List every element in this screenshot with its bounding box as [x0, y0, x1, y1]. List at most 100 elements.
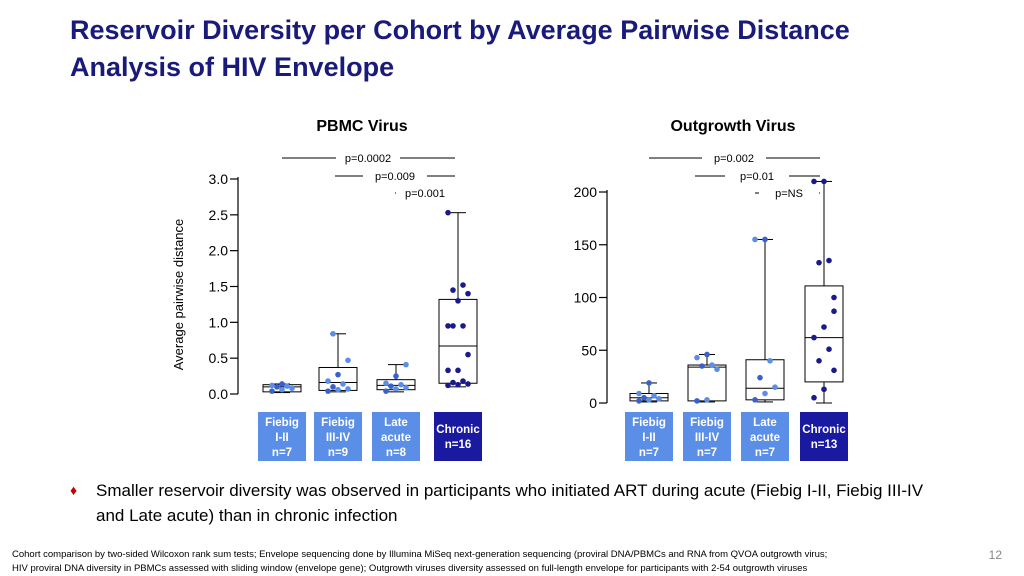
box-group: Fiebig I-II n=7 [625, 380, 673, 461]
pbmc-chart-title: PBMC Virus [316, 118, 408, 135]
data-point [811, 334, 817, 341]
outgrowth-chart-title: Outgrowth Virus [670, 118, 796, 135]
data-point [450, 323, 456, 329]
slide-title: Reservoir Diversity per Cohort by Averag… [70, 12, 970, 86]
chart-0: 0.0 0.5 1.0 1.5 2.0 2.5 3.0 Average pairwise di… [171, 153, 482, 461]
data-point [388, 383, 394, 389]
data-point [284, 383, 290, 389]
data-point [831, 367, 837, 374]
data-point [460, 282, 466, 288]
data-point [694, 398, 700, 404]
data-point [393, 373, 399, 379]
data-point [811, 394, 817, 401]
footnote-line-1: Cohort comparison by two-sided Wilcoxon … [12, 549, 828, 560]
chart-1: 0 50 100 150 200 Fiebig I-II n=7 Fiebig III-IV n=7… [574, 153, 848, 461]
data-point [714, 366, 720, 373]
data-point [762, 390, 768, 397]
data-point [826, 346, 832, 352]
p-value-label: p=0.002 [714, 153, 754, 165]
slide-title-line-2: Analysis of HIV Envelope [70, 52, 395, 82]
data-point [335, 371, 341, 378]
data-point [289, 385, 295, 392]
group-label-text: Late [753, 417, 777, 429]
group-label-box [434, 412, 482, 461]
group-label-box [314, 412, 362, 461]
data-point [767, 358, 773, 364]
box-group: Late acute n=7 [741, 236, 789, 461]
data-point [393, 386, 399, 392]
data-point [704, 351, 710, 358]
footnote-line-2: HIV proviral DNA diversity in PBMCs asse… [12, 563, 808, 574]
p-value-label: p=NS [775, 188, 803, 200]
significance-annotation: p=0.001 [395, 188, 445, 200]
data-point [383, 380, 389, 387]
group-label-text: n=7 [639, 447, 659, 459]
y-axis-label: Average pairwise distance [171, 219, 186, 371]
diamond-bullet-icon: ♦ [70, 482, 78, 498]
group-label-text: acute [750, 432, 780, 444]
group-label-text: I-II [275, 432, 288, 444]
significance-annotation: p=0.009 [335, 171, 455, 183]
y-tick-label: 150 [574, 237, 598, 253]
data-point [325, 388, 331, 394]
group-label-box [625, 412, 673, 461]
significance-annotation: p=0.01 [695, 171, 820, 183]
y-tick-label: 50 [581, 342, 597, 358]
data-point [330, 384, 336, 390]
charts-canvas: 0.0 0.5 1.0 1.5 2.0 2.5 3.0 Average pairwise di… [171, 153, 848, 461]
box [687, 364, 727, 402]
data-point [772, 384, 778, 390]
data-point [398, 381, 404, 388]
data-point [460, 323, 466, 329]
group-label-text: Fiebig [690, 417, 724, 429]
data-point [762, 236, 768, 243]
group-label-text: Fiebig [632, 417, 666, 429]
data-point [831, 308, 837, 315]
p-value-label: p=0.0002 [345, 153, 391, 165]
group-label-text: n=7 [697, 447, 717, 459]
data-point [826, 257, 832, 264]
data-point [651, 392, 657, 399]
group-label-text: Fiebig [321, 417, 355, 429]
summary-bullet-text: Smaller reservoir diversity was observed… [96, 481, 924, 525]
data-point [465, 381, 471, 387]
group-label-text: I-II [642, 432, 655, 444]
group-label-text: Chronic [802, 424, 846, 436]
data-point [450, 379, 456, 386]
data-point [465, 351, 471, 358]
y-tick-label: 100 [574, 290, 598, 306]
data-point [709, 362, 715, 368]
data-point [455, 298, 461, 304]
data-point [831, 294, 837, 301]
group-label-text: III-IV [326, 432, 351, 444]
y-tick-label: 0 [589, 395, 597, 411]
p-value-label: p=0.01 [740, 171, 774, 183]
data-point [752, 236, 758, 243]
y-tick-label: 1.0 [209, 314, 229, 330]
data-point [811, 178, 817, 185]
y-tick-label: 3.0 [209, 171, 229, 187]
group-label-box [741, 412, 789, 461]
group-label-text: Fiebig [265, 417, 299, 429]
data-point [269, 382, 275, 389]
data-point [279, 381, 285, 387]
y-tick-label: 200 [574, 184, 598, 200]
significance-annotation: p=0.002 [649, 153, 820, 165]
page-number: 12 [988, 548, 1002, 562]
data-point [694, 354, 700, 361]
data-point [274, 384, 280, 390]
data-point [403, 384, 409, 391]
y-tick-label: 0.0 [209, 386, 229, 402]
data-point [403, 361, 409, 368]
data-point [636, 398, 642, 404]
data-point [445, 382, 451, 389]
slide-title-line-1: Reservoir Diversity per Cohort by Averag… [70, 15, 850, 45]
group-label-text: n=7 [755, 447, 775, 459]
data-point [445, 323, 451, 329]
data-point [445, 209, 451, 216]
group-label-text: III-IV [695, 432, 720, 444]
box-group: Fiebig III-IV n=7 [683, 351, 731, 461]
data-point [656, 395, 662, 402]
group-label-box [800, 412, 848, 461]
box-group: Fiebig I-II n=7 [258, 381, 306, 461]
